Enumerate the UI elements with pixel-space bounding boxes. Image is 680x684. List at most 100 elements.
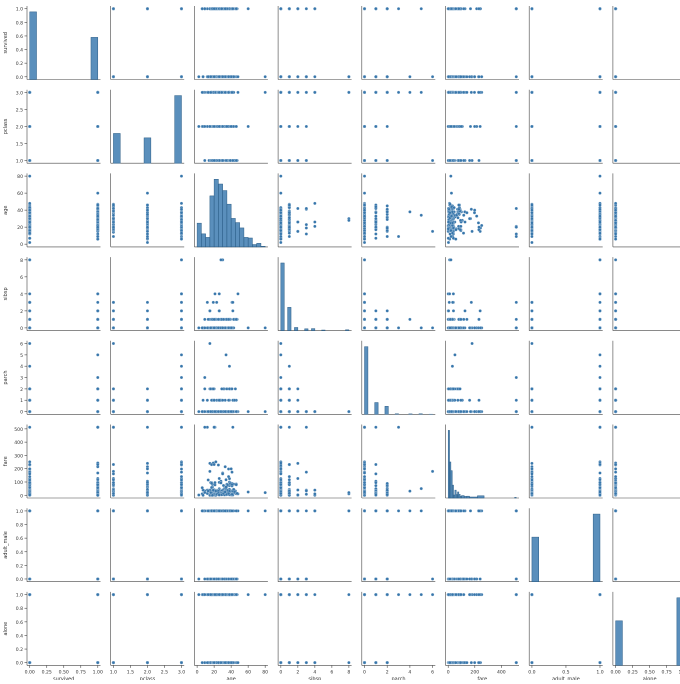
scatter-point	[530, 204, 533, 207]
scatter-point	[462, 91, 465, 94]
scatter-point	[227, 326, 230, 329]
scatter-point	[197, 326, 200, 329]
scatter-point	[408, 75, 411, 78]
y-tick-label-age: 80	[17, 174, 23, 180]
scatter-point	[598, 326, 601, 329]
scatter-point	[112, 75, 115, 78]
hist-bar-age-4	[214, 179, 218, 247]
scatter-point	[363, 91, 366, 94]
scatter-point	[28, 301, 31, 304]
scatter-point	[28, 326, 31, 329]
scatter-point	[146, 326, 149, 329]
scatter-point	[305, 223, 308, 226]
scatter-point	[450, 192, 453, 195]
scatter-point	[408, 318, 411, 321]
scatter-point	[449, 203, 452, 206]
cell-age-vs-pclass	[111, 173, 185, 247]
scatter-point	[225, 125, 228, 128]
scatter-point	[470, 208, 473, 211]
scatter-point	[206, 301, 209, 304]
hist-bar-sibsp-4	[311, 329, 314, 331]
scatter-point	[288, 159, 291, 162]
scatter-point	[614, 232, 617, 235]
scatter-point	[217, 318, 220, 321]
scatter-point	[374, 309, 377, 312]
scatter-point	[462, 75, 465, 78]
scatter-point	[96, 326, 99, 329]
scatter-point	[374, 217, 377, 220]
scatter-point	[420, 7, 423, 10]
scatter-point	[227, 75, 230, 78]
scatter-point	[235, 7, 238, 10]
scatter-point	[313, 225, 316, 228]
scatter-point	[221, 326, 224, 329]
scatter-point	[288, 232, 291, 235]
y-tick-label-sibsp: 8	[20, 258, 23, 264]
scatter-point	[146, 235, 149, 238]
scatter-point	[530, 309, 533, 312]
scatter-point	[363, 7, 366, 10]
scatter-point	[598, 215, 601, 218]
scatter-point	[614, 221, 617, 224]
scatter-point	[386, 7, 389, 10]
scatter-point	[180, 301, 183, 304]
scatter-point	[598, 159, 601, 162]
scatter-point	[598, 309, 601, 312]
scatter-point	[614, 326, 617, 329]
scatter-point	[447, 237, 450, 240]
scatter-point	[477, 75, 480, 78]
scatter-point	[598, 175, 601, 178]
cell-sibsp-vs-alone	[613, 257, 680, 331]
scatter-point	[180, 211, 183, 214]
scatter-point	[96, 318, 99, 321]
scatter-point	[203, 125, 206, 128]
hist-bar-age-11	[244, 237, 248, 246]
hist-bar-age-13	[252, 245, 256, 247]
scatter-point	[203, 318, 206, 321]
scatter-point	[530, 75, 533, 78]
scatter-point	[468, 326, 471, 329]
scatter-point	[230, 125, 233, 128]
scatter-point	[279, 235, 282, 238]
scatter-point	[28, 159, 31, 162]
scatter-point	[363, 232, 366, 235]
hist-bar-age-0	[197, 223, 201, 247]
scatter-point	[279, 7, 282, 10]
scatter-point	[530, 226, 533, 229]
scatter-point	[363, 292, 366, 295]
scatter-point	[264, 75, 267, 78]
scatter-point	[220, 7, 223, 10]
scatter-point	[227, 318, 230, 321]
scatter-point	[457, 7, 460, 10]
scatter-point	[614, 159, 617, 162]
scatter-point	[386, 91, 389, 94]
scatter-point	[614, 125, 617, 128]
scatter-point	[452, 292, 455, 295]
hist-bar-sibsp-5	[322, 330, 325, 331]
scatter-point	[218, 91, 221, 94]
scatter-point	[96, 91, 99, 94]
scatter-point	[479, 309, 482, 312]
scatter-point	[374, 91, 377, 94]
scatter-point	[397, 91, 400, 94]
scatter-point	[386, 326, 389, 329]
scatter-point	[515, 207, 518, 210]
scatter-point	[363, 75, 366, 78]
scatter-point	[477, 318, 480, 321]
scatter-point	[460, 125, 463, 128]
hist-bar-pclass-0	[113, 133, 120, 163]
scatter-point	[457, 91, 460, 94]
scatter-point	[397, 7, 400, 10]
scatter-point	[96, 159, 99, 162]
y-axis-label-sibsp: sibsp	[3, 287, 9, 300]
scatter-point	[197, 125, 200, 128]
scatter-point	[231, 91, 234, 94]
scatter-point	[146, 75, 149, 78]
y-tick-label-sibsp: 2	[20, 309, 23, 315]
y-tick-label-pclass: 1.0	[16, 158, 23, 164]
scatter-point	[386, 309, 389, 312]
scatter-point	[363, 326, 366, 329]
scatter-point	[598, 125, 601, 128]
scatter-point	[614, 309, 617, 312]
cell-age-vs-age	[194, 173, 268, 247]
